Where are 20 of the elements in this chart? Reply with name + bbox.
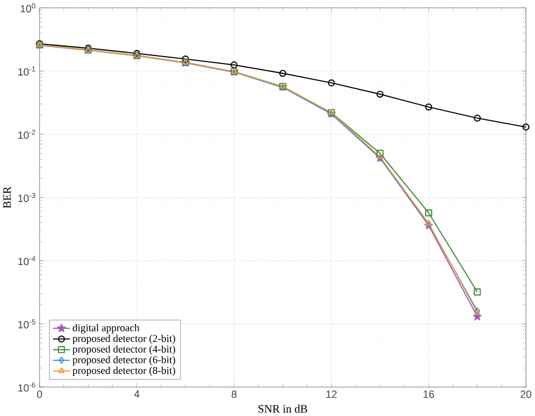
x-tick-label: 12 bbox=[326, 390, 337, 398]
y-tick-label: 10$^{0}$ bbox=[20, 3, 36, 12]
x-tick-label: 0 bbox=[37, 390, 42, 398]
legend-label: digital approach bbox=[72, 324, 140, 334]
x-tick-label: 4 bbox=[134, 390, 140, 398]
x-tick-label: 8 bbox=[232, 390, 237, 398]
legend-label: proposed detector (4-bit) bbox=[72, 345, 176, 355]
y-axis-title: BER bbox=[3, 186, 11, 208]
x-axis-title: SNR in dB bbox=[258, 404, 308, 413]
legend-label: proposed detector (8-bit) bbox=[72, 366, 176, 376]
x-tick-label: 20 bbox=[520, 390, 532, 398]
y-tick-label: 10$^{-1}$ bbox=[18, 66, 36, 76]
y-tick-label: 10$^{-3}$ bbox=[18, 192, 36, 202]
legend-label: proposed detector (2-bit) bbox=[72, 334, 176, 344]
y-tick-label: 10$^{-6}$ bbox=[18, 382, 36, 392]
legend-label: proposed detector (6-bit) bbox=[72, 356, 176, 366]
y-tick-label: 10$^{-5}$ bbox=[18, 319, 36, 328]
y-tick-label: 10$^{-2}$ bbox=[18, 130, 36, 139]
x-tick-label: 16 bbox=[424, 390, 434, 398]
y-tick-label: 10$^{-4}$ bbox=[18, 256, 36, 266]
